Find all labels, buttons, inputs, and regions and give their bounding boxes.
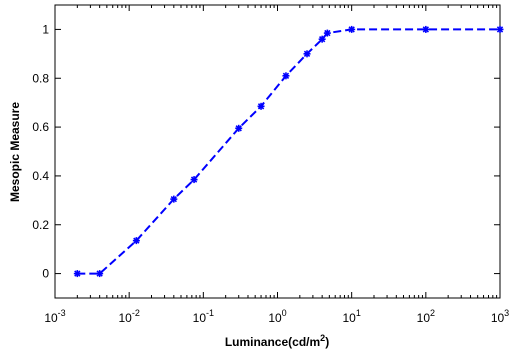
data-point-marker [190,176,198,184]
data-point-marker [496,25,504,33]
x-tick-label: 102 [417,308,435,325]
data-point-marker [73,270,81,278]
tick-marks [54,5,501,298]
data-point-marker [257,102,265,110]
y-tick-label: 0.6 [32,120,49,134]
y-tick-label: 0.2 [32,218,49,232]
plot-area [54,4,501,299]
data-point-marker [96,270,104,278]
y-tick-labels: 0 0.2 0.4 0.6 0.8 1 [32,22,49,280]
data-point-marker [282,72,290,80]
x-axis-title: Luminance(cd/m2) [225,333,329,349]
y-tick-label: 1 [42,22,49,36]
data-point-marker [235,124,243,132]
x-tick-label: 10-2 [118,308,139,325]
x-tick-label: 101 [342,308,360,325]
series-line [77,28,500,275]
y-axis-title: Mesopic Measure [8,102,22,202]
y-tick-label: 0 [42,267,49,281]
x-tick-label: 10-1 [193,308,214,325]
y-tick-label: 0.4 [32,169,49,183]
y-tick-label: 0.8 [32,71,49,85]
x-tick-labels: 10-3 10-2 10-1 100 101 102 103 [44,308,509,325]
x-tick-label: 100 [268,308,286,325]
data-point-marker [170,195,178,203]
x-tick-label: 103 [491,308,509,325]
data-point-marker [323,29,331,37]
x-tick-label: 10-3 [44,308,65,325]
data-point-marker [303,50,311,58]
series-group [73,25,504,278]
data-point-marker [318,35,326,43]
data-point-marker [422,25,430,33]
data-point-marker [348,25,356,33]
data-point-marker [132,237,140,245]
